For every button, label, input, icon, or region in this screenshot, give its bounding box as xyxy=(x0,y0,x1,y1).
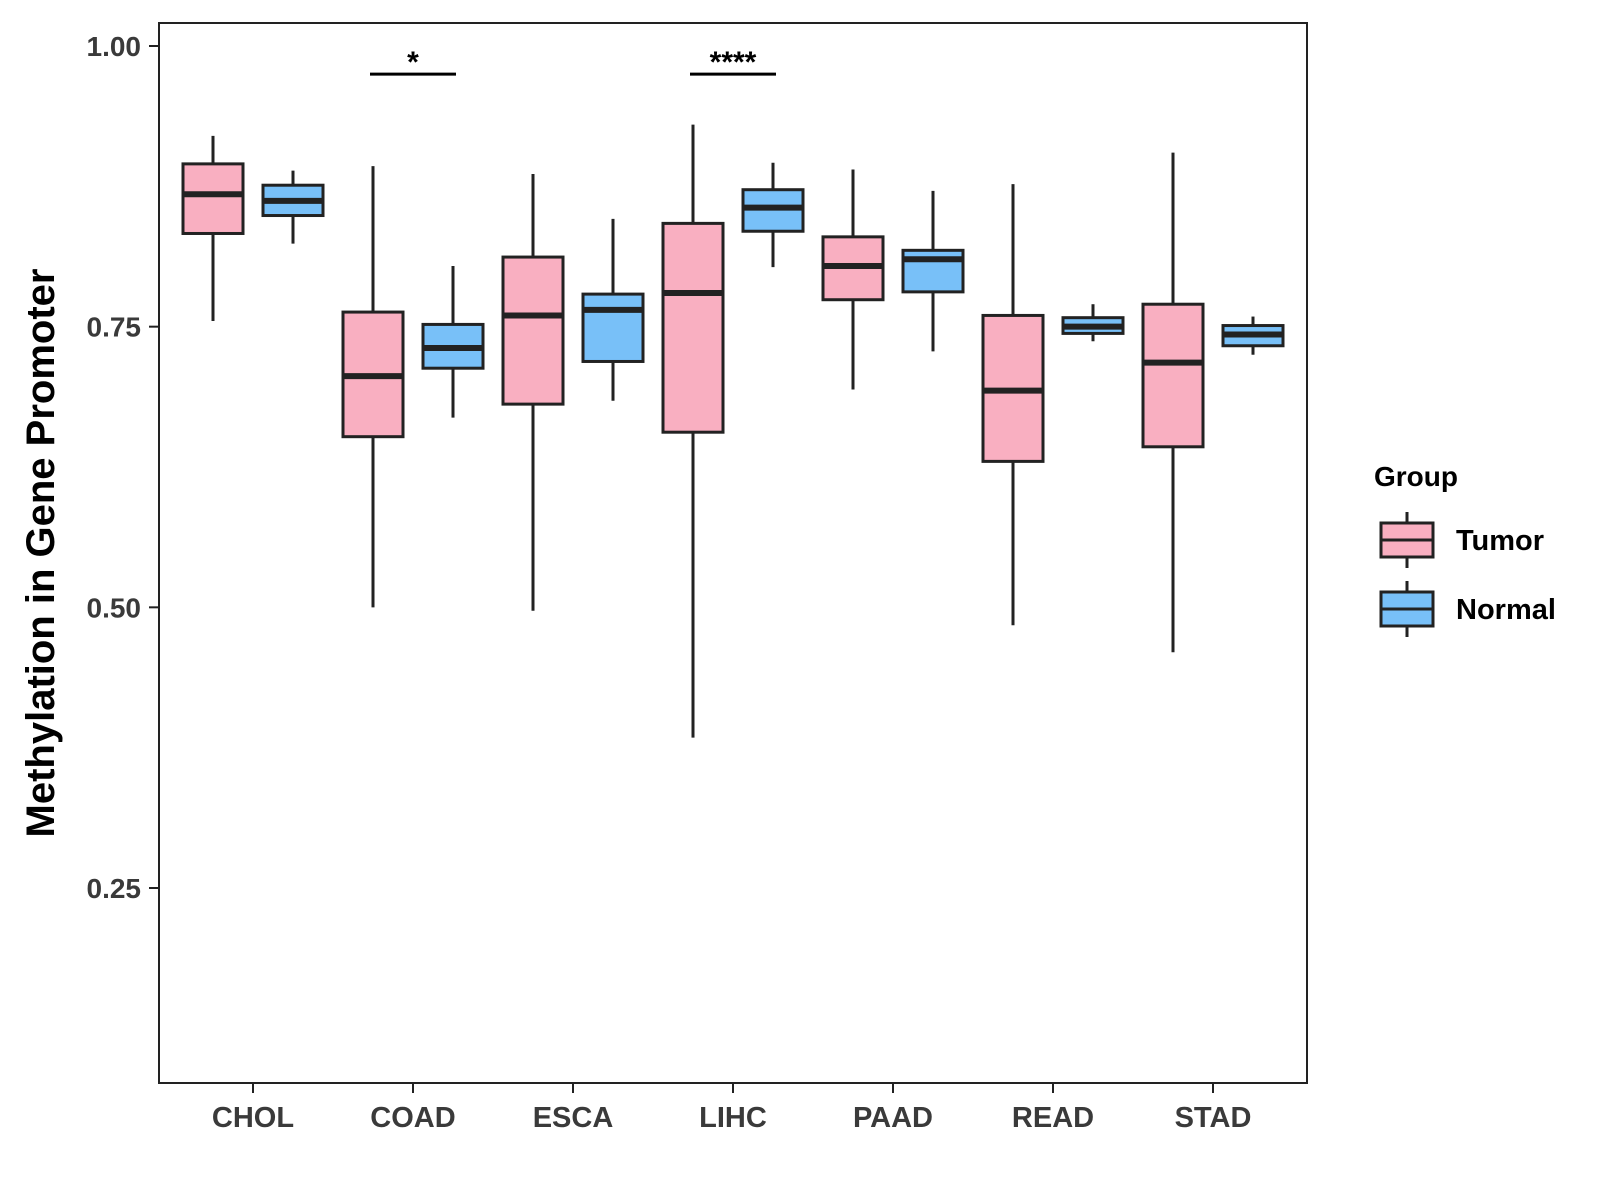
significance-label: * xyxy=(407,46,419,79)
x-tick-label: COAD xyxy=(370,1102,455,1134)
box-body xyxy=(661,221,725,434)
y-axis: 0.25 0.50 0.75 1.00 xyxy=(87,31,159,904)
legend: Group Tumor Normal xyxy=(1374,461,1556,637)
x-tick-label: CHOL xyxy=(212,1102,294,1134)
legend-title: Group xyxy=(1374,461,1458,492)
legend-item-normal: Normal xyxy=(1379,581,1556,637)
box-tumor-lihc xyxy=(661,124,725,738)
box-body xyxy=(181,162,245,235)
box-tumor-coad xyxy=(341,166,405,608)
legend-label: Tumor xyxy=(1456,525,1544,557)
box-normal-chol xyxy=(261,170,325,244)
box-tumor-paad xyxy=(821,169,885,390)
box-tumor-esca xyxy=(501,173,565,611)
box-body xyxy=(581,292,645,363)
y-tick-label: 1.00 xyxy=(87,31,142,62)
x-tick-label: LIHC xyxy=(699,1102,767,1134)
x-tick-label: READ xyxy=(1012,1102,1094,1134)
box-tumor-chol xyxy=(181,135,245,322)
x-tick-label: STAD xyxy=(1175,1102,1252,1134)
box-normal-stad xyxy=(1221,316,1285,355)
significance-lihc: **** xyxy=(690,46,776,79)
y-axis-title: Methylation in Gene Promoter xyxy=(19,269,63,838)
significance-label: **** xyxy=(710,46,757,79)
y-tick-label: 0.50 xyxy=(87,592,142,623)
x-axis: CHOL COAD ESCA LIHC PAAD READ STAD xyxy=(212,1083,1251,1134)
box-normal-esca xyxy=(581,218,645,401)
box-normal-read xyxy=(1061,304,1125,342)
box-tumor-read xyxy=(981,184,1045,626)
x-tick-label: ESCA xyxy=(533,1102,614,1134)
legend-label: Normal xyxy=(1456,594,1556,626)
box-body xyxy=(1141,302,1205,449)
box-body xyxy=(501,255,565,406)
box-tumor-stad xyxy=(1141,152,1205,653)
y-tick-label: 0.25 xyxy=(87,873,142,904)
legend-item-tumor: Tumor xyxy=(1379,512,1544,568)
plot-area: * **** xyxy=(181,46,1285,738)
y-tick-label: 0.75 xyxy=(87,312,142,343)
box-normal-paad xyxy=(901,190,965,352)
x-tick-label: PAAD xyxy=(853,1102,933,1134)
box-normal-coad xyxy=(421,266,485,418)
box-normal-lihc xyxy=(741,162,805,268)
significance-coad: * xyxy=(370,46,456,79)
